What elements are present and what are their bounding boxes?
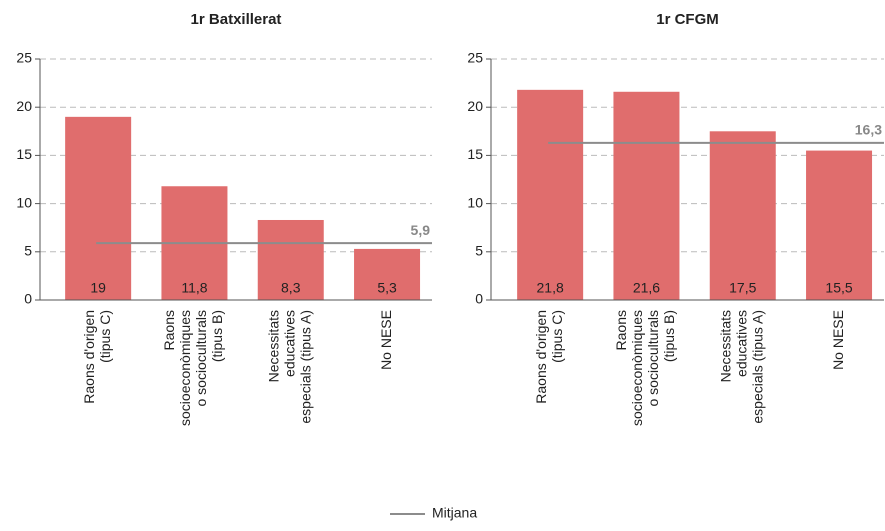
- legend-label: Mitjana: [432, 505, 477, 521]
- y-tick-label: 15: [16, 146, 32, 162]
- x-tick-label: o socioculturals: [193, 310, 209, 407]
- data-label: 15,5: [825, 280, 852, 296]
- data-label: 5,3: [377, 280, 397, 296]
- data-label: 21,8: [537, 280, 564, 296]
- mean-label: 5,9: [411, 222, 431, 238]
- x-tick-label: socioeconòmiques: [177, 310, 193, 426]
- x-tick-label: especials (tipus A): [749, 310, 765, 424]
- data-label: 8,3: [281, 280, 301, 296]
- x-tick-label: socioeconòmiques: [629, 310, 645, 426]
- bar: [806, 150, 873, 300]
- y-tick-label: 0: [475, 291, 483, 307]
- y-tick-label: 15: [467, 146, 483, 162]
- x-tick-label: Necessitats: [717, 310, 733, 382]
- x-tick-label: No NESE: [378, 310, 394, 370]
- data-label: 11,8: [181, 280, 207, 296]
- y-tick-label: 25: [467, 50, 483, 66]
- bar: [709, 131, 776, 300]
- data-label: 21,6: [633, 280, 660, 296]
- bar: [517, 89, 584, 301]
- y-tick-label: 5: [24, 243, 32, 259]
- x-tick-label: educatives: [281, 310, 297, 377]
- y-tick-label: 5: [475, 243, 483, 259]
- x-tick-label: (tipus B): [209, 310, 225, 362]
- chart-title: 1r CFGM: [656, 11, 719, 28]
- bar: [257, 219, 324, 300]
- x-tick-label: Raons: [613, 310, 629, 350]
- x-tick-label: o socioculturals: [645, 310, 661, 407]
- x-tick-label: No NESE: [830, 310, 846, 370]
- y-tick-label: 20: [16, 98, 32, 114]
- mean-label: 16,3: [855, 122, 882, 138]
- x-tick-label: (tipus B): [661, 310, 677, 362]
- data-label: 19: [90, 280, 106, 296]
- x-tick-label: Necessitats: [265, 310, 281, 382]
- x-tick-label: (tipus C): [549, 310, 565, 363]
- x-tick-label: educatives: [733, 310, 749, 377]
- y-tick-label: 10: [16, 194, 32, 210]
- x-tick-label: especials (tipus A): [297, 310, 313, 424]
- y-tick-label: 25: [16, 50, 32, 66]
- x-tick-label: Raons d'origen: [533, 310, 549, 404]
- y-tick-label: 0: [24, 291, 32, 307]
- bar: [613, 91, 680, 300]
- chart-title: 1r Batxillerat: [191, 11, 282, 28]
- data-label: 17,5: [729, 280, 756, 296]
- bar: [65, 116, 132, 300]
- y-tick-label: 10: [467, 194, 483, 210]
- y-tick-label: 20: [467, 98, 483, 114]
- x-tick-label: Raons: [161, 310, 177, 350]
- x-tick-label: (tipus C): [97, 310, 113, 363]
- bar: [354, 248, 421, 300]
- x-tick-label: Raons d'origen: [81, 310, 97, 404]
